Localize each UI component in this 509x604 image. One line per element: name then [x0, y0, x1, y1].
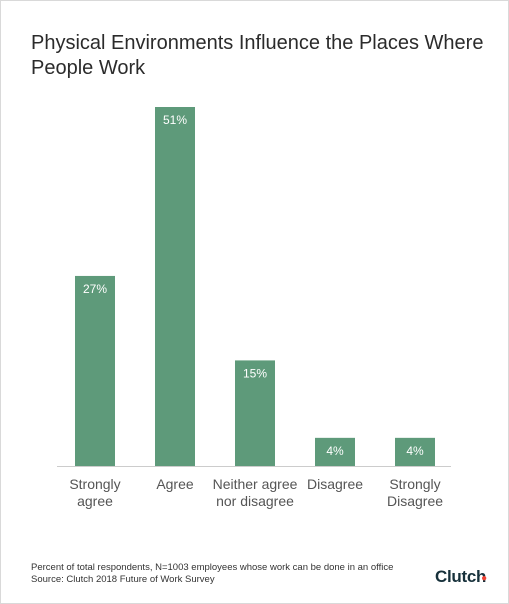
bar-2	[235, 360, 275, 466]
bar-value-label-3: 4%	[326, 444, 344, 458]
x-tick-label-2-0: Neither agree	[213, 476, 298, 492]
footnote-source: Source: Clutch 2018 Future of Work Surve…	[31, 574, 215, 585]
x-tick-label-4-1: Disagree	[387, 493, 443, 509]
bar-value-label-1: 51%	[163, 113, 187, 127]
logo-text: Clutch●	[435, 567, 492, 586]
x-tick-label-0-1: agree	[77, 493, 113, 509]
x-tick-label-3-0: Disagree	[307, 476, 363, 492]
x-tick-label-1-0: Agree	[156, 476, 194, 492]
x-tick-label-0-0: Strongly	[69, 476, 120, 492]
bar-0	[75, 275, 115, 466]
bar-value-label-2: 15%	[243, 366, 267, 380]
footnote: Percent of total respondents, N=1003 emp…	[31, 562, 393, 586]
footnote-description: Percent of total respondents, N=1003 emp…	[31, 562, 394, 573]
bar-value-label-0: 27%	[83, 282, 107, 296]
bar-3	[315, 437, 355, 466]
bar-4	[395, 437, 435, 466]
logo-text-tail: h	[476, 567, 487, 586]
bars-group: 27% 51% 15% 4% 4%	[75, 107, 435, 466]
x-tick-label-4-0: Strongly	[389, 476, 440, 492]
clutch-logo: Clutch●	[435, 567, 492, 587]
logo-text-head: Clutc	[435, 567, 477, 586]
x-tick-label-2-1: nor disagree	[216, 493, 294, 509]
logo-accent-dot-icon: ●	[481, 573, 487, 584]
bar-value-label-4: 4%	[406, 444, 424, 458]
bar-1	[155, 107, 195, 466]
chart-title: Physical Environments Influence the Plac…	[31, 32, 484, 79]
